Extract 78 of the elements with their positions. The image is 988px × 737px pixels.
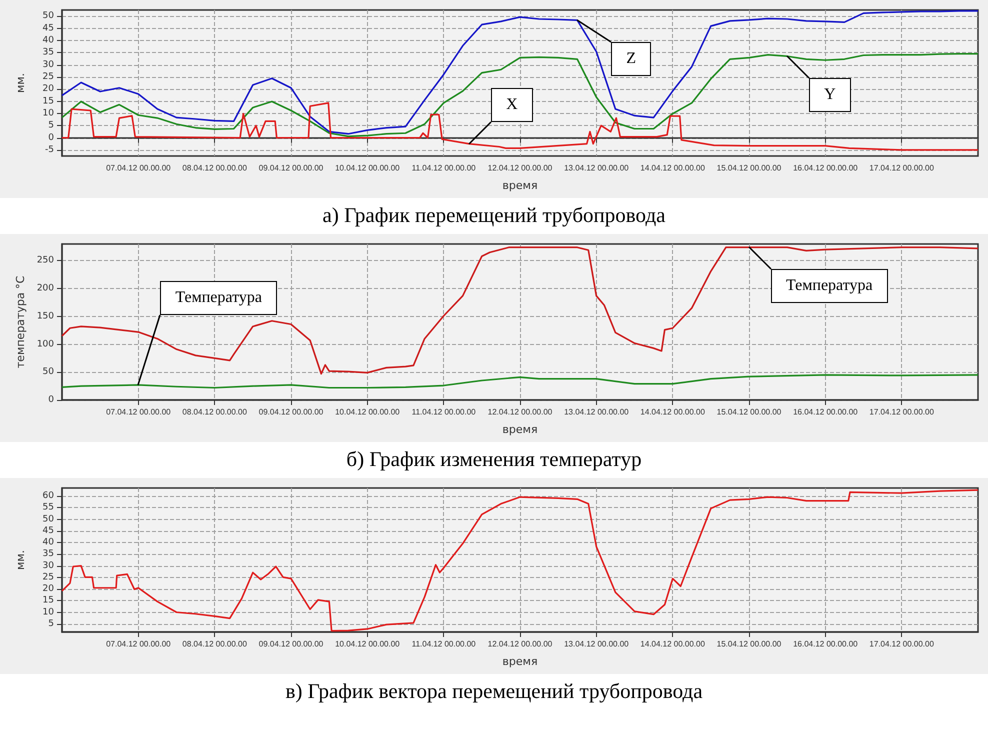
y-tick-label: 45: [42, 23, 54, 34]
x-tick-label: 11.04.12 00.00.00: [412, 164, 476, 172]
annotation: Температура: [786, 277, 873, 294]
annotation: Y: [824, 86, 836, 104]
x-tick-label: 08.04.12 00.00.00: [182, 640, 248, 648]
y-tick-label: 10: [42, 108, 54, 118]
y-tick-label: 50: [42, 11, 54, 22]
x-axis-title: время: [502, 423, 538, 436]
y-tick-label: 25: [42, 572, 54, 582]
y-tick-label: 15: [42, 596, 54, 606]
x-tick-label: 07.04.12 00.00.00: [106, 408, 172, 416]
x-tick-label: 09.04.12 00.00.00: [258, 164, 324, 172]
y-tick-label: 25: [42, 72, 54, 82]
y-axis-title: мм.: [14, 72, 27, 94]
y-tick-label: 200: [36, 284, 54, 294]
y-tick-label: 150: [36, 311, 54, 322]
y-tick-label: 20: [42, 584, 54, 594]
x-tick-label: 17.04.12 00.00.00: [869, 640, 934, 648]
annotation: Температура: [175, 288, 262, 306]
x-tick-label: 12.04.12 00.00.00: [488, 408, 553, 416]
y-tick-label: 10: [42, 607, 54, 618]
x-tick-label: 13.04.12 00.00.00: [564, 408, 630, 416]
line-series: [61, 10, 979, 135]
x-tick-label: 13.04.12 00.00.00: [564, 164, 630, 172]
x-tick-label: 09.04.12 00.00.00: [258, 640, 324, 648]
text: а) График перемещений трубопровода: [0, 198, 988, 234]
x-tick-label: 14.04.12 00.00.00: [640, 408, 706, 416]
x-tick-label: 16.04.12 00.00.00: [793, 164, 858, 172]
y-tick-label: 35: [42, 48, 54, 58]
x-tick-label: 15.04.12 00.00.00: [716, 408, 782, 416]
x-tick-label: 14.04.12 00.00.00: [640, 164, 706, 172]
x-tick-label: 10.04.12 00.00.00: [335, 408, 400, 416]
x-tick-label: 07.04.12 00.00.00: [106, 164, 172, 172]
y-axis-title: температура °C: [14, 275, 27, 368]
x-tick-label: 15.04.12 00.00.00: [716, 164, 782, 172]
x-tick-label: 11.04.12 00.00.00: [412, 408, 476, 416]
y-tick-label: 0: [48, 132, 54, 143]
x-tick-label: 08.04.12 00.00.00: [182, 408, 248, 416]
x-tick-label: 16.04.12 00.00.00: [793, 408, 858, 416]
annotation: X: [506, 96, 518, 113]
y-axis-title: мм.: [14, 550, 27, 570]
x-tick-label: 10.04.12 00.00.00: [335, 640, 400, 648]
x-tick-label: 17.04.12 00.00.00: [869, 164, 934, 172]
y-tick-label: 40: [42, 35, 54, 46]
y-tick-label: 5: [48, 120, 54, 131]
y-tick-label: 35: [42, 549, 54, 560]
x-tick-label: 11.04.12 00.00.00: [412, 640, 476, 648]
x-tick-label: 15.04.12 00.00.00: [716, 640, 782, 648]
x-tick-label: 07.04.12 00.00.00: [106, 640, 172, 648]
x-tick-label: 14.04.12 00.00.00: [640, 640, 706, 648]
x-axis-title: время: [502, 179, 538, 192]
y-tick-label: 40: [42, 538, 54, 548]
y-tick-label: -5: [45, 144, 54, 155]
y-tick-label: 100: [36, 339, 54, 350]
y-tick-label: 60: [42, 491, 54, 502]
x-tick-label: 08.04.12 00.00.00: [182, 164, 248, 172]
text: в) График вектора перемещений трубопровода: [0, 674, 988, 710]
x-tick-label: 17.04.12 00.00.00: [869, 408, 934, 416]
y-tick-label: 250: [36, 256, 54, 266]
x-tick-label: 12.04.12 00.00.00: [488, 640, 553, 648]
y-tick-label: 5: [48, 618, 54, 629]
y-tick-label: 30: [42, 60, 54, 70]
y-tick-label: 20: [42, 84, 54, 94]
x-tick-label: 12.04.12 00.00.00: [488, 164, 553, 172]
y-tick-label: 50: [42, 367, 54, 378]
x-tick-label: 10.04.12 00.00.00: [335, 164, 400, 172]
x-tick-label: 16.04.12 00.00.00: [793, 640, 858, 648]
y-tick-label: 15: [42, 96, 54, 106]
x-axis-title: время: [502, 655, 538, 668]
text: б) График изменения температур: [0, 442, 988, 478]
y-tick-label: 0: [48, 395, 54, 405]
y-tick-label: 55: [42, 502, 54, 513]
x-tick-label: 09.04.12 00.00.00: [258, 408, 324, 416]
annotation: Z: [626, 50, 636, 68]
y-tick-label: 45: [42, 526, 54, 536]
x-tick-label: 13.04.12 00.00.00: [564, 640, 630, 648]
y-tick-label: 30: [42, 560, 54, 571]
y-tick-label: 50: [42, 514, 54, 524]
